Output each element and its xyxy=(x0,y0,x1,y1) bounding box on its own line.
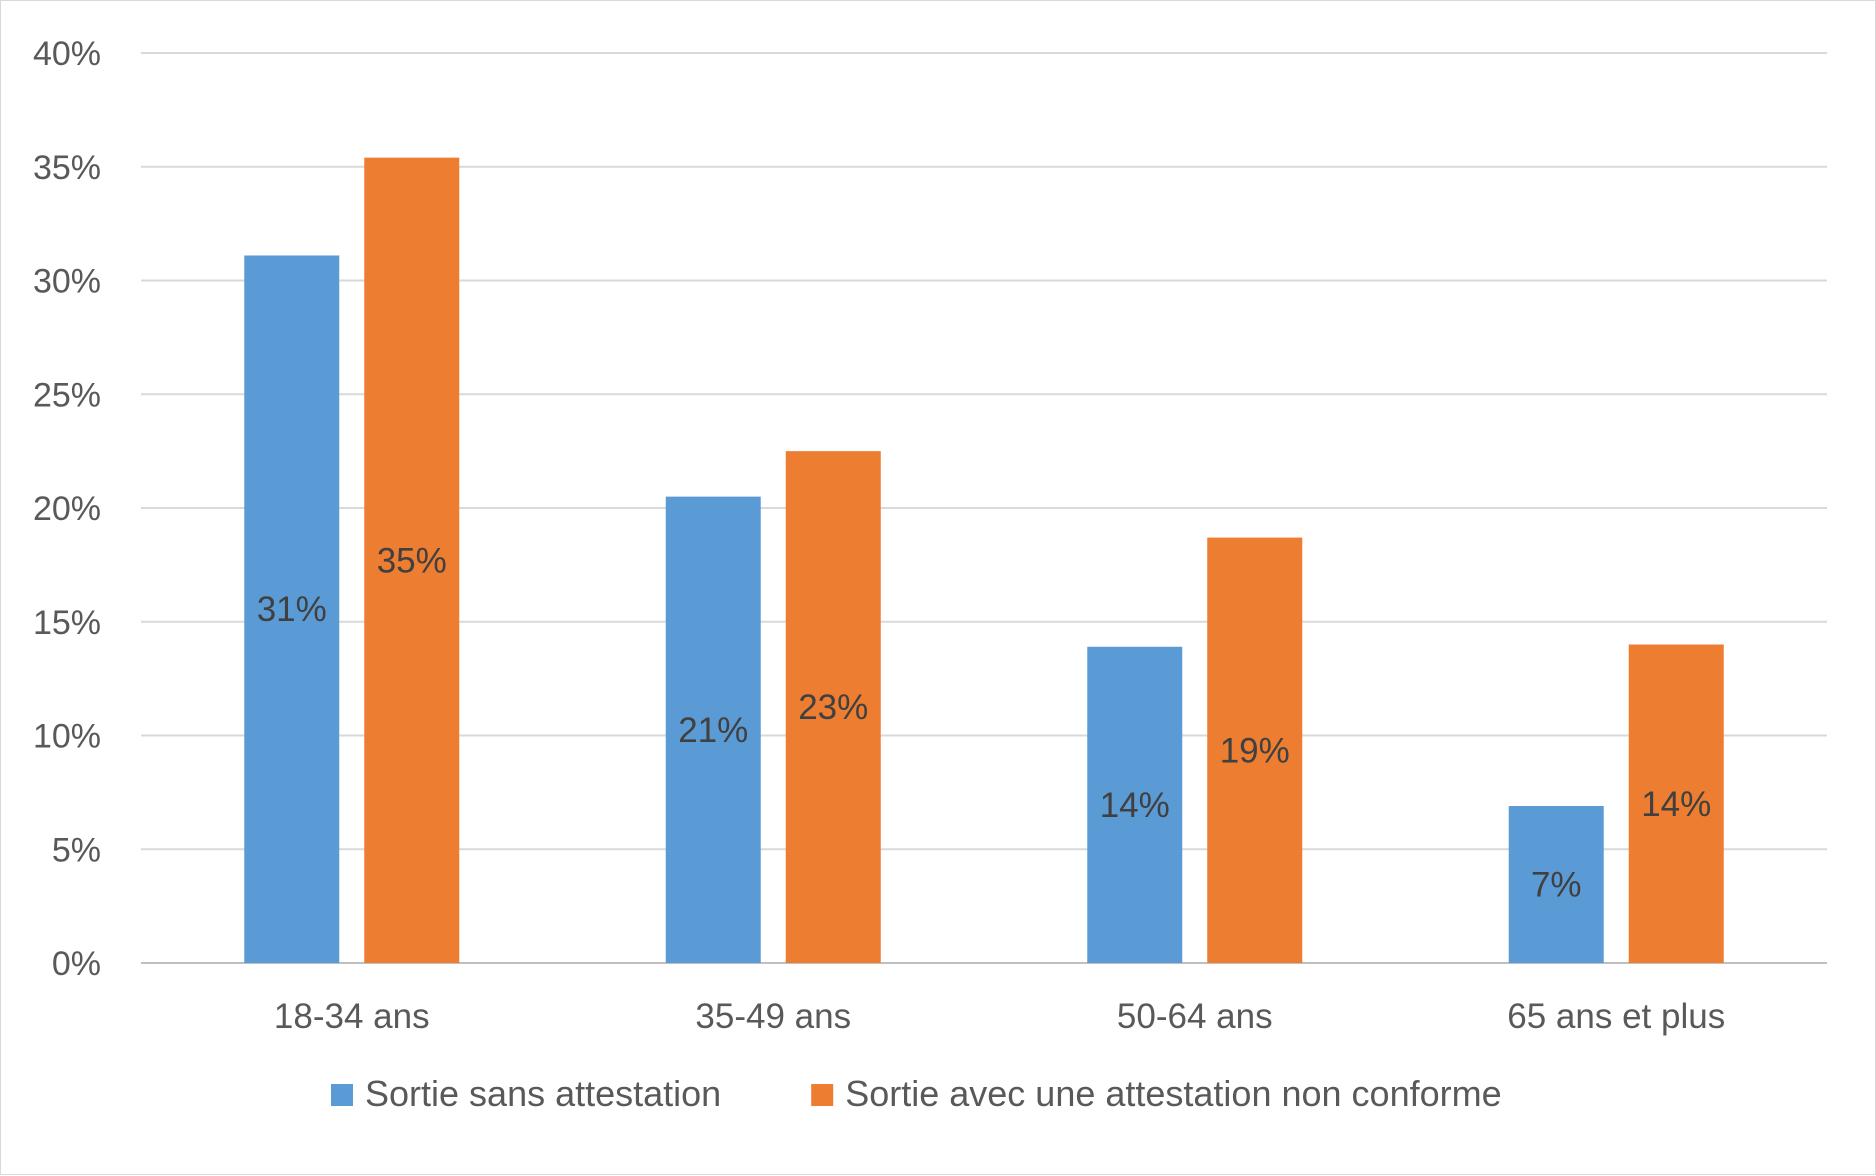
y-tick-label: 0% xyxy=(52,945,101,983)
y-tick-label: 5% xyxy=(52,831,101,869)
bar xyxy=(1207,537,1303,963)
y-tick-label: 30% xyxy=(33,263,101,301)
data-label: 14% xyxy=(1100,786,1170,825)
bar xyxy=(1508,806,1604,963)
legend-swatch xyxy=(811,1084,834,1106)
data-label: 7% xyxy=(1531,866,1582,905)
data-labels: 31% 35% 21% 23% 14% 19% 7% 14% xyxy=(257,541,1712,904)
legend-swatch xyxy=(331,1084,353,1106)
x-axis-categories: 18-34 ans 35-49 ans 50-64 ans 65 ans et plu… xyxy=(274,997,1725,1036)
y-tick-label: 15% xyxy=(33,604,101,642)
x-category-label: 35-49 ans xyxy=(695,997,851,1036)
data-label: 35% xyxy=(377,541,447,580)
y-tick-label: 25% xyxy=(33,376,101,414)
x-category-label: 65 ans et plus xyxy=(1507,997,1725,1036)
bar xyxy=(785,451,881,963)
data-label: 14% xyxy=(1641,785,1711,824)
bar xyxy=(244,255,340,964)
bars xyxy=(244,157,1724,964)
y-tick-label: 10% xyxy=(33,718,101,756)
bar xyxy=(665,496,761,963)
data-label: 21% xyxy=(678,711,748,750)
legend-label: Sortie avec une attestation non conforme xyxy=(845,1073,1501,1114)
data-label: 23% xyxy=(798,688,868,727)
y-tick-label: 20% xyxy=(33,490,101,528)
x-category-label: 50-64 ans xyxy=(1117,997,1273,1036)
legend-label: Sortie sans attestation xyxy=(365,1073,721,1114)
bar xyxy=(1628,644,1724,963)
bar xyxy=(364,157,460,963)
y-axis-ticks: 0% 5% 10% 15% 20% 25% 30% 35% 40% xyxy=(33,35,101,983)
bar xyxy=(1087,646,1183,963)
data-label: 31% xyxy=(257,590,327,629)
y-tick-label: 40% xyxy=(33,35,101,73)
y-tick-label: 35% xyxy=(33,149,101,187)
data-label: 19% xyxy=(1220,731,1290,770)
x-category-label: 18-34 ans xyxy=(274,997,430,1036)
legend: Sortie sans attestation Sortie avec une a… xyxy=(331,1073,1502,1114)
